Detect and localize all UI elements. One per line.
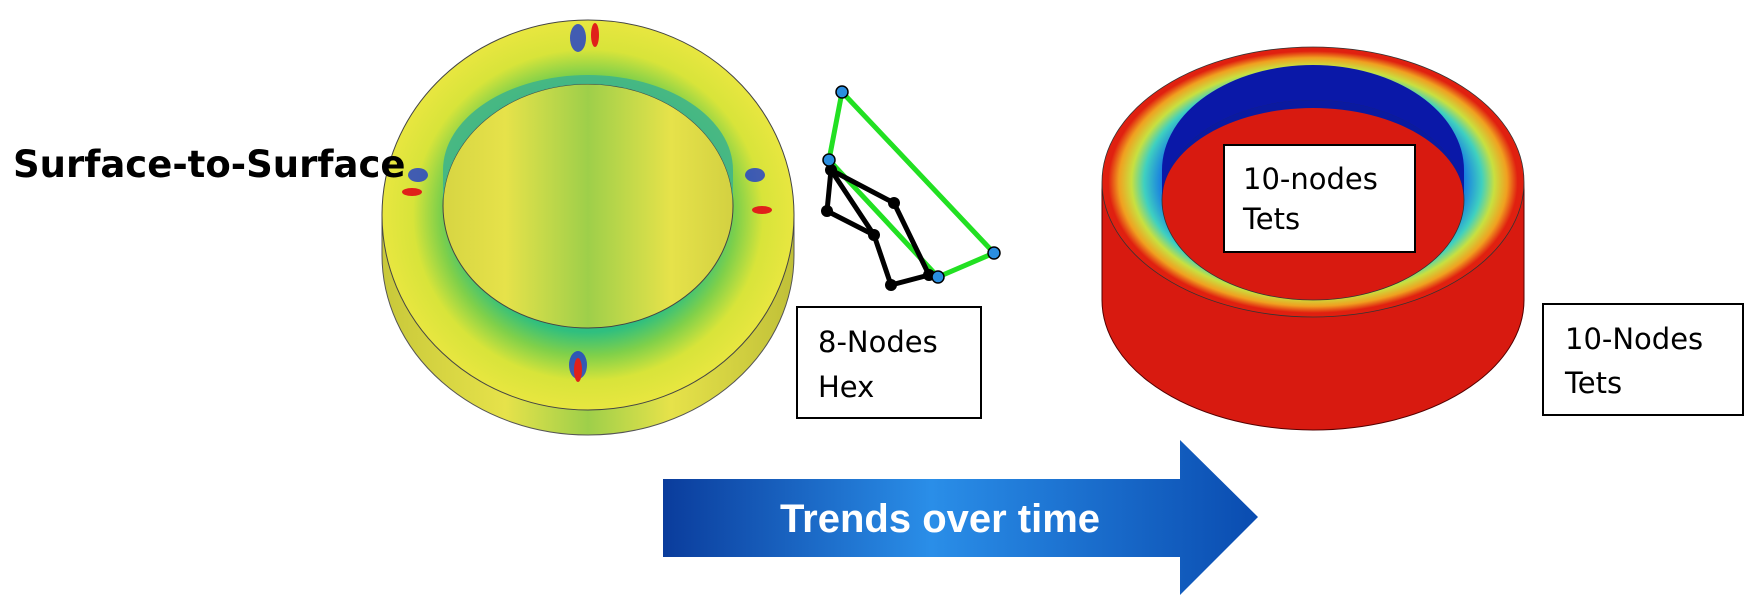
trend-arrow: Trends over time <box>663 440 1258 595</box>
box-text: Tets <box>1242 202 1300 236</box>
arrow-label: Trends over time <box>780 497 1100 541</box>
box-tets: 10-Nodes Tets <box>1543 304 1743 415</box>
box-tets-inner: 10-nodes Tets <box>1224 145 1415 252</box>
element-sketch <box>821 86 1000 291</box>
box-text: 10-Nodes <box>1565 322 1703 356</box>
box-text: 8-Nodes <box>818 325 938 359</box>
box-text: Hex <box>818 370 874 404</box>
hex-ring <box>382 20 794 435</box>
diagram: Surface-to-Surface 8-Nodes Hex 10-nodes … <box>0 0 1745 597</box>
box-hex: 8-Nodes Hex <box>797 307 981 418</box>
title: Surface-to-Surface <box>13 143 405 186</box>
box-text: Tets <box>1564 366 1622 400</box>
box-text: 10-nodes <box>1243 162 1378 196</box>
